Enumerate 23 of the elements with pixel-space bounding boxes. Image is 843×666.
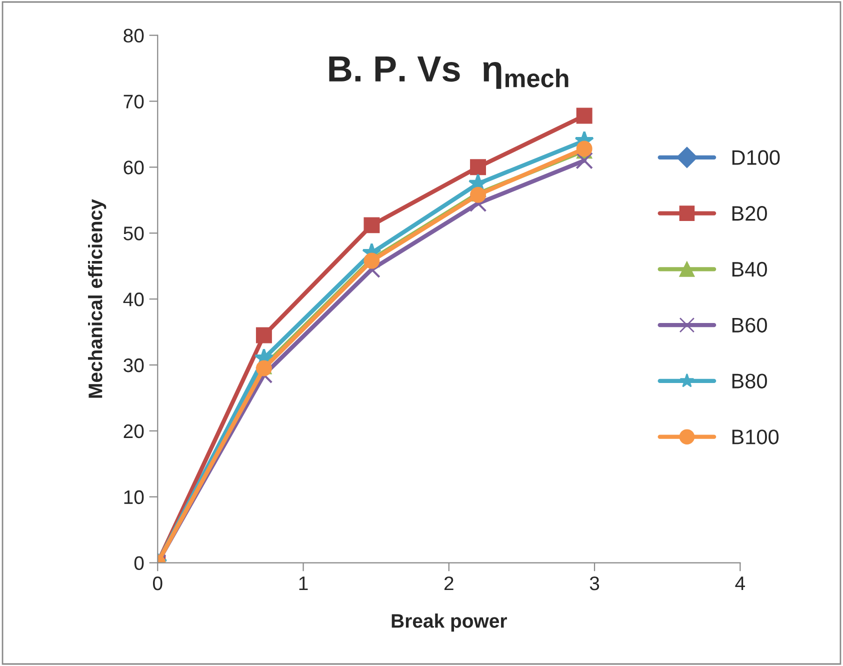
y-tick-label: 30 <box>124 358 144 372</box>
legend-label: D100 <box>732 150 780 165</box>
x-tick-label: 1 <box>299 576 308 590</box>
y-axis-title: Mechanical efficiency <box>88 199 106 398</box>
y-tick-label: 10 <box>124 490 144 504</box>
y-tick-label: 40 <box>123 292 144 306</box>
legend-label: B40 <box>732 262 767 277</box>
legend-label: B80 <box>732 374 767 388</box>
x-tick-label: 2 <box>444 576 454 590</box>
x-axis-title: Break power <box>392 614 507 632</box>
y-tick-label: 50 <box>124 226 144 240</box>
legend-label: B100 <box>732 430 779 444</box>
legend-label: B60 <box>732 318 767 333</box>
x-tick-label: 0 <box>152 576 162 590</box>
y-tick-label: 20 <box>124 424 144 438</box>
y-tick-label: 80 <box>124 28 144 43</box>
x-tick-label: 3 <box>590 576 600 590</box>
legend-label: B20 <box>732 206 767 221</box>
x-tick-label: 4 <box>735 576 745 590</box>
text: B. P. Vs η$_{mech}$ <box>329 56 568 89</box>
y-tick-label: 60 <box>124 160 144 174</box>
y-tick-label: 0 <box>134 556 144 570</box>
y-tick-label: 70 <box>124 94 144 108</box>
